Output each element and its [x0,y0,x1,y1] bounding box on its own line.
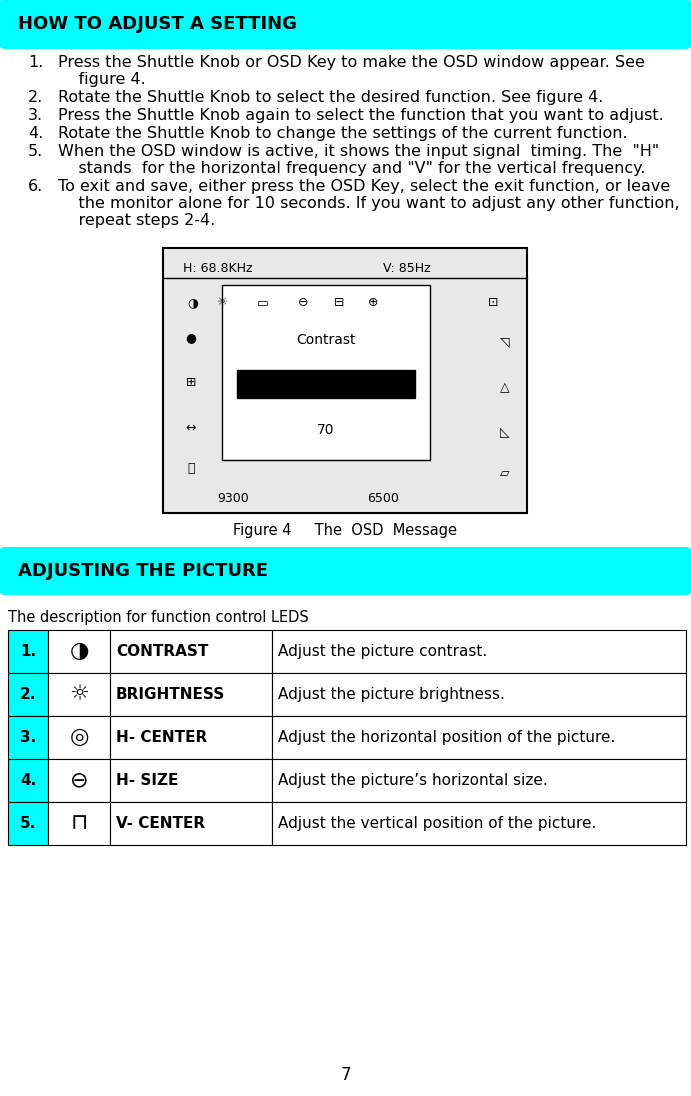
Text: When the OSD window is active, it shows the input signal  timing. The  "H": When the OSD window is active, it shows … [58,144,659,159]
Text: Adjust the picture’s horizontal size.: Adjust the picture’s horizontal size. [278,773,548,788]
Text: 2.: 2. [20,687,36,703]
Text: V: 85Hz: V: 85Hz [383,262,430,274]
Text: ◑: ◑ [187,297,198,309]
Text: 5.: 5. [20,817,36,831]
Bar [8,673,48,716]
Bar [48,760,110,802]
Text: Rotate the Shuttle Knob to select the desired function. See figure 4.: Rotate the Shuttle Knob to select the de… [58,90,603,105]
Text: 1.: 1. [28,55,44,70]
FancyBboxPatch shape [0,547,691,595]
Text: ⊕: ⊕ [368,297,378,309]
Text: 5.: 5. [28,144,44,159]
Bar [272,760,686,802]
Text: Contrast: Contrast [296,333,356,347]
Bar [8,716,48,760]
Text: The description for function control LEDS: The description for function control LED… [8,610,309,625]
Text: stands  for the horizontal frequency and "V" for the vertical frequency.: stands for the horizontal frequency and … [58,161,645,176]
Text: ⊞: ⊞ [186,377,196,389]
Bar [8,802,48,845]
Text: ⊡: ⊡ [488,297,498,309]
Text: △: △ [500,381,510,395]
Text: HOW TO ADJUST A SETTING: HOW TO ADJUST A SETTING [18,15,297,33]
Bar [272,802,686,845]
Text: ADJUSTING THE PICTURE: ADJUSTING THE PICTURE [18,562,268,580]
Text: Press the Shuttle Knob or OSD Key to make the OSD window appear. See: Press the Shuttle Knob or OSD Key to mak… [58,55,645,70]
Text: 6.: 6. [28,179,44,194]
Bar [163,248,527,513]
Text: 7: 7 [340,1066,351,1084]
Bar [8,760,48,802]
Bar [8,630,48,673]
Text: H: 68.8KHz: H: 68.8KHz [183,262,252,274]
Text: 9300: 9300 [217,491,249,504]
Bar [48,802,110,845]
Text: 3.: 3. [20,730,36,745]
Text: ⊖: ⊖ [70,770,88,790]
Text: ☼: ☼ [69,685,89,705]
Bar [272,673,686,716]
Text: 4.: 4. [28,126,44,141]
Text: 3.: 3. [28,109,43,123]
Bar [110,716,272,760]
Text: ⊖: ⊖ [298,297,308,309]
Text: ◺: ◺ [500,426,510,439]
Text: ◎: ◎ [69,728,88,747]
Text: To exit and save, either press the OSD Key, select the exit function, or leave: To exit and save, either press the OSD K… [58,179,670,194]
Text: CONTRAST: CONTRAST [116,644,209,659]
Text: Adjust the picture brightness.: Adjust the picture brightness. [278,687,505,703]
Text: 4.: 4. [20,773,36,788]
Text: H- SIZE: H- SIZE [116,773,178,788]
Bar [48,673,110,716]
Text: V- CENTER: V- CENTER [116,817,205,831]
Text: ◹: ◹ [500,336,510,350]
Text: the monitor alone for 10 seconds. If you want to adjust any other function,: the monitor alone for 10 seconds. If you… [58,196,680,212]
Text: Adjust the horizontal position of the picture.: Adjust the horizontal position of the pi… [278,730,616,745]
Text: ●: ● [186,331,196,344]
Text: ▱: ▱ [500,467,510,480]
Text: ◑: ◑ [69,641,88,662]
Bar [48,630,110,673]
Text: ↔: ↔ [186,422,196,434]
Text: H- CENTER: H- CENTER [116,730,207,745]
Text: figure 4.: figure 4. [58,72,146,87]
FancyBboxPatch shape [0,0,691,49]
Bar [110,760,272,802]
Bar [110,802,272,845]
Text: repeat steps 2-4.: repeat steps 2-4. [58,213,216,228]
Bar [110,630,272,673]
Bar [272,630,686,673]
Text: ▭: ▭ [257,297,269,309]
Bar [237,370,415,398]
Text: BRIGHTNESS: BRIGHTNESS [116,687,225,703]
Text: Adjust the picture contrast.: Adjust the picture contrast. [278,644,487,659]
Text: 70: 70 [317,423,334,437]
Bar [110,673,272,716]
Text: Rotate the Shuttle Knob to change the settings of the current function.: Rotate the Shuttle Knob to change the se… [58,126,627,141]
Text: ⟐: ⟐ [187,461,195,475]
Text: 2.: 2. [28,90,44,105]
Bar [48,716,110,760]
Bar [272,716,686,760]
Text: ☼: ☼ [218,297,229,309]
Text: ⊓: ⊓ [70,813,88,833]
Text: ⊟: ⊟ [334,297,344,309]
Text: Press the Shuttle Knob again to select the function that you want to adjust.: Press the Shuttle Knob again to select t… [58,109,664,123]
Text: 6500: 6500 [367,491,399,504]
Text: Figure 4     The  OSD  Message: Figure 4 The OSD Message [234,523,457,537]
Text: Adjust the vertical position of the picture.: Adjust the vertical position of the pict… [278,817,596,831]
Bar [222,285,430,460]
Text: 1.: 1. [20,644,36,659]
